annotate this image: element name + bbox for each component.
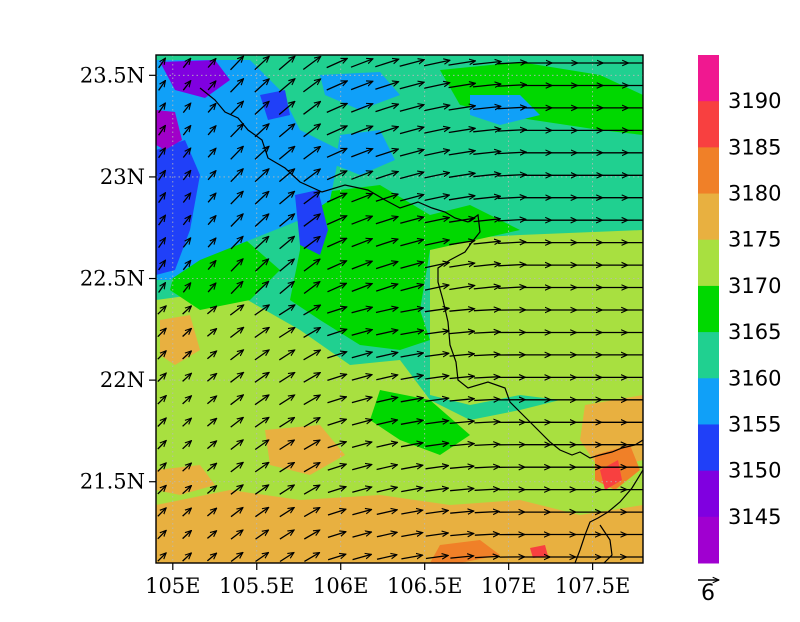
colorbar-label: 3180 <box>728 182 781 206</box>
colorbar-segment <box>698 194 719 241</box>
colorbar-label: 3160 <box>728 366 781 390</box>
colorbar-label: 3155 <box>728 412 781 436</box>
colorbar-segment <box>698 332 719 379</box>
colorbar-segment <box>698 240 719 287</box>
colorbar-segment <box>698 471 719 518</box>
colorbar-segment <box>698 517 719 564</box>
colorbar-label: 3170 <box>728 274 781 298</box>
region-yellowgreen-east <box>430 230 643 405</box>
reference-vector-label: 6 <box>701 581 715 606</box>
colorbar-segment <box>698 378 719 425</box>
y-tick-label: 22.5N <box>80 267 145 291</box>
y-tick-label: 23N <box>100 165 145 189</box>
x-tick-label: 106.5E <box>387 574 462 598</box>
x-tick-label: 106E <box>313 574 368 598</box>
colorbar-label: 3150 <box>728 459 781 483</box>
colorbar-label: 3185 <box>728 135 781 159</box>
x-axis: 105E 105.5E 106E 106.5E 107E 107.5E <box>145 563 630 598</box>
x-tick-label: 107.5E <box>555 574 630 598</box>
reference-vector: 6 <box>698 580 719 606</box>
y-tick-label: 21.5N <box>80 470 145 494</box>
y-axis: 23.5N 23N 22.5N 22N 21.5N <box>80 63 156 493</box>
colorbar-label: 3145 <box>728 505 781 529</box>
y-tick-label: 22N <box>100 368 145 392</box>
x-tick-label: 105E <box>145 574 200 598</box>
y-tick-label: 23.5N <box>80 63 145 87</box>
colorbar-segment <box>698 55 719 102</box>
x-tick-label: 107E <box>481 574 536 598</box>
colorbar: 3190 3185 3180 3175 3170 3165 3160 3155 3150 3145 <box>698 55 781 564</box>
colorbar-segment <box>698 286 719 333</box>
colorbar-label: 3190 <box>728 89 781 113</box>
colorbar-label: 3175 <box>728 228 781 252</box>
colorbar-segment <box>698 424 719 471</box>
contour-field <box>156 55 643 563</box>
colorbar-label: 3165 <box>728 320 781 344</box>
colorbar-segment <box>698 147 719 194</box>
x-tick-label: 105.5E <box>219 574 294 598</box>
colorbar-segment <box>698 101 719 148</box>
